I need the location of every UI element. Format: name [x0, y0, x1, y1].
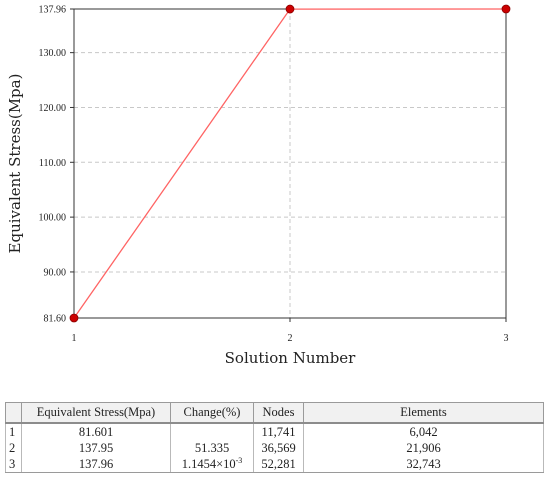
header-nodes: Nodes [253, 402, 304, 424]
elements-cell: 6,042 [303, 423, 544, 440]
change-exponent: -3 [235, 455, 243, 465]
stress-cell: 81.601 [21, 423, 171, 440]
data-point [69, 313, 79, 323]
x-axis-title: Solution Number [225, 349, 357, 367]
nodes-cell: 52,281 [253, 456, 304, 473]
y-tick-label: 100.00 [39, 213, 67, 224]
nodes-cell: 36,569 [253, 440, 304, 456]
y-tick-label: 81.60 [44, 314, 67, 325]
y-axis-title: Equivalent Stress(Mpa) [6, 74, 24, 254]
table-row: 3 137.96 1.1454×10-3 52,281 32,743 [5, 455, 544, 473]
header-elements: Elements [303, 402, 544, 424]
table-row: 2 137.95 51.335 36,569 21,906 [5, 440, 544, 456]
elements-cell: 21,906 [303, 440, 544, 456]
table-header-row: Equivalent Stress(Mpa) Change(%) Nodes E… [5, 402, 544, 424]
change-cell: 1.1454×10-3 [170, 455, 254, 473]
change-cell: 51.335 [170, 440, 254, 456]
header-index [5, 402, 22, 424]
y-tick-label: 90.00 [44, 267, 67, 278]
header-equivalent-stress: Equivalent Stress(Mpa) [21, 402, 171, 424]
convergence-chart: 81.60 90.00 100.00 110.00 120.00 130.00 137.96… [6, 4, 511, 367]
chart-svg: 81.60 90.00 100.00 110.00 120.00 130.00 137.96… [6, 4, 511, 367]
change-base: 1.1454×10 [181, 457, 236, 471]
table-row: 1 81.601 11,741 6,042 [5, 423, 544, 440]
solution-table: Equivalent Stress(Mpa) Change(%) Nodes E… [5, 402, 544, 473]
row-index: 2 [5, 440, 22, 456]
data-point [285, 4, 295, 14]
change-cell [170, 423, 254, 440]
y-tick-label: 110.00 [39, 158, 66, 169]
header-change: Change(%) [170, 402, 254, 424]
x-tick-label: 3 [504, 333, 509, 344]
x-tick-label: 1 [72, 333, 77, 344]
stress-cell: 137.96 [21, 456, 171, 473]
row-index: 1 [5, 423, 22, 440]
row-index: 3 [5, 456, 22, 473]
stress-cell: 137.95 [21, 440, 171, 456]
y-tick-label: 137.96 [39, 5, 67, 16]
x-tick-label: 2 [288, 333, 293, 344]
data-point [501, 4, 511, 14]
y-tick-label: 120.00 [39, 103, 67, 114]
y-tick-label: 130.00 [39, 48, 67, 59]
nodes-cell: 11,741 [253, 423, 304, 440]
elements-cell: 32,743 [303, 456, 544, 473]
